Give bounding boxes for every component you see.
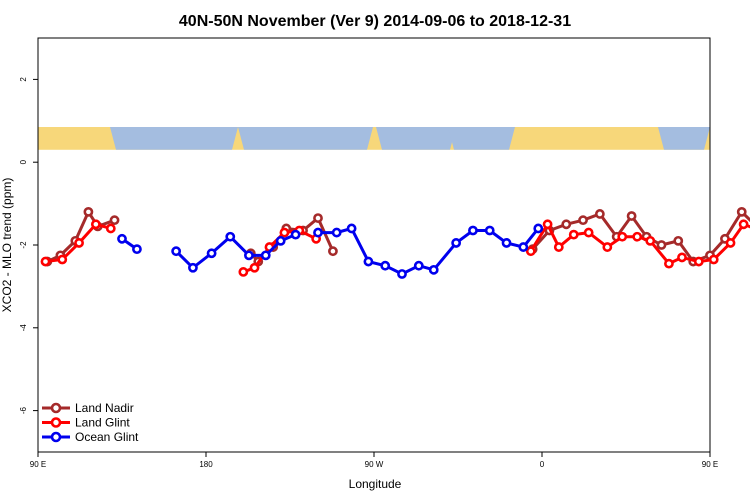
map-ocean-region — [658, 127, 710, 150]
data-point-ocean-glint — [468, 225, 478, 236]
data-point-land-glint — [553, 242, 564, 252]
data-point-ocean-glint — [244, 250, 254, 261]
data-point-land-glint — [525, 246, 536, 257]
data-point-land-glint — [74, 238, 84, 248]
data-point-ocean-glint — [132, 244, 142, 255]
map-ocean-region — [376, 127, 456, 150]
data-point-land-glint — [664, 258, 674, 269]
y-tick-label: -2 — [19, 241, 28, 249]
data-point-ocean-glint — [117, 233, 127, 244]
data-point-land-nadir — [561, 219, 572, 230]
x-axis-label: Longitude — [349, 477, 402, 491]
map-ocean-region — [110, 127, 238, 150]
series-line-land-glint — [529, 221, 750, 266]
series-line-ocean-glint — [318, 226, 540, 276]
data-point-ocean-glint — [397, 269, 407, 279]
data-point-ocean-glint — [313, 227, 323, 238]
chart-title: 40N-50N November (Ver 9) 2014-09-06 to 2… — [179, 13, 571, 30]
data-point-ocean-glint — [413, 260, 424, 271]
data-point-ocean-glint — [501, 238, 512, 248]
y-tick-label: -6 — [19, 406, 28, 414]
data-point-land-nadir — [109, 215, 120, 226]
y-axis: -6 -4 -2 0 2 — [19, 77, 38, 414]
data-point-land-glint — [632, 231, 643, 242]
data-point-land-nadir — [656, 240, 667, 250]
x-tick-label: 180 — [199, 460, 213, 469]
y-axis-label: XCO2 - MLO trend (ppm) — [0, 178, 14, 313]
data-point-ocean-glint — [225, 231, 236, 242]
world-map-strip — [38, 127, 710, 150]
data-point-land-glint — [602, 242, 613, 252]
data-point-land-nadir — [594, 209, 605, 219]
map-ocean-region — [448, 127, 515, 150]
x-tick-label: 90 W — [365, 460, 384, 469]
data-point-land-glint — [617, 231, 628, 242]
y-tick-label: -4 — [19, 324, 28, 332]
legend-marker — [50, 417, 62, 428]
data-point-ocean-glint — [484, 225, 495, 236]
data-point-land-nadir — [736, 206, 747, 217]
data-point-ocean-glint — [518, 242, 529, 252]
data-point-land-glint — [57, 254, 68, 265]
data-point-ocean-glint — [363, 256, 374, 267]
legend-label: Ocean Glint — [75, 430, 139, 444]
data-point-land-glint — [645, 235, 656, 246]
x-tick-label: 90 E — [30, 460, 46, 469]
data-point-land-nadir — [578, 215, 588, 226]
data-point-ocean-glint — [346, 223, 357, 234]
series-land-glint — [40, 219, 750, 277]
legend-label: Land Nadir — [75, 401, 134, 415]
data-point-ocean-glint — [331, 227, 342, 238]
data-point-land-glint — [693, 256, 704, 267]
data-point-land-glint — [90, 219, 101, 230]
data-point-land-glint — [249, 262, 260, 273]
data-point-ocean-glint — [188, 262, 198, 273]
series-ocean-glint — [117, 223, 544, 279]
data-point-land-glint — [583, 227, 594, 238]
data-point-land-glint — [279, 227, 290, 238]
data-point-land-glint — [238, 267, 249, 277]
x-axis: 90 E 180 90 W 0 90 E — [30, 452, 718, 469]
legend-label: Land Glint — [75, 416, 130, 430]
y-tick-label: 0 — [19, 159, 28, 164]
data-point-land-glint — [40, 256, 51, 267]
data-point-ocean-glint — [533, 223, 544, 234]
data-point-ocean-glint — [206, 248, 217, 259]
y-tick-label: 2 — [19, 77, 28, 82]
map-ocean-region — [238, 127, 373, 150]
data-point-ocean-glint — [451, 238, 462, 248]
data-point-land-glint — [677, 252, 687, 263]
data-point-ocean-glint — [380, 260, 391, 271]
data-point-land-glint — [708, 254, 719, 265]
data-point-ocean-glint — [428, 264, 439, 275]
data-point-ocean-glint — [290, 229, 301, 240]
x-tick-label: 90 E — [702, 460, 718, 469]
data-point-land-glint — [568, 229, 579, 240]
data-point-land-glint — [738, 219, 749, 230]
series-land-nadir — [42, 206, 750, 267]
x-tick-label: 0 — [540, 460, 545, 469]
legend-item-land-glint: Land Glint — [42, 416, 130, 430]
data-point-land-nadir — [626, 211, 637, 221]
series-layer — [40, 206, 750, 279]
data-point-ocean-glint — [260, 250, 271, 261]
data-point-land-glint — [725, 238, 736, 248]
legend-item-ocean-glint: Ocean Glint — [42, 430, 139, 444]
data-point-land-nadir — [313, 213, 323, 223]
data-point-land-nadir — [673, 235, 684, 246]
legend-marker — [50, 402, 62, 414]
data-point-ocean-glint — [275, 235, 286, 246]
legend-item-land-nadir: Land Nadir — [42, 401, 134, 415]
legend-marker — [50, 431, 62, 443]
data-point-land-nadir — [83, 206, 94, 217]
data-point-ocean-glint — [171, 246, 182, 257]
data-point-land-nadir — [328, 246, 338, 257]
data-point-land-glint — [542, 219, 553, 230]
data-point-land-glint — [105, 223, 116, 234]
